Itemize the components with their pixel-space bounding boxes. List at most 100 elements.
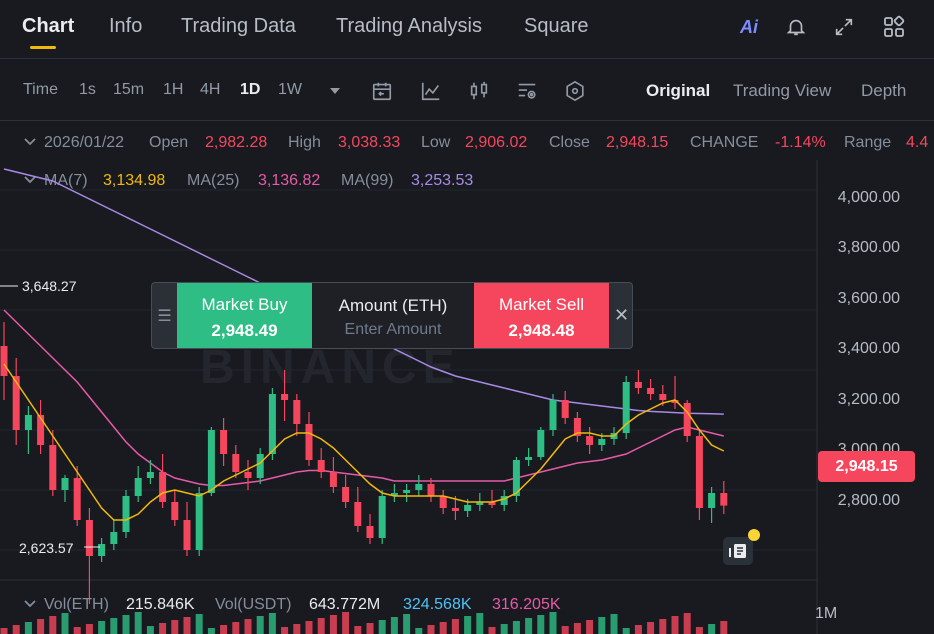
volume-bar: [0, 628, 8, 634]
candle-body: [122, 496, 130, 532]
volume-bar: [171, 620, 179, 634]
range-label: Range: [844, 134, 892, 151]
tab-trading-data[interactable]: Trading Data: [181, 15, 296, 37]
price-axis-label: 3,800.00: [837, 239, 900, 256]
candle-body: [695, 436, 703, 508]
interval-1h[interactable]: 1H: [163, 81, 184, 98]
volume-bar: [49, 616, 57, 634]
candle-body: [49, 445, 57, 490]
candle-body: [659, 394, 667, 400]
vol-usdt-label: Vol(USDT): [215, 596, 292, 613]
ai-icon[interactable]: Ai: [740, 16, 758, 37]
volume-bar: [573, 623, 581, 634]
candle-type-icon[interactable]: [466, 78, 492, 104]
hexagon-icon[interactable]: [562, 78, 588, 104]
volume-bar: [537, 615, 545, 634]
volume-bar: [561, 626, 569, 634]
market-sell-button[interactable]: Market Sell 2,948.48: [474, 283, 609, 348]
tab-square[interactable]: Square: [524, 15, 589, 37]
fullscreen-icon[interactable]: [831, 14, 857, 40]
bell-icon[interactable]: [783, 14, 809, 40]
volume-bar: [329, 615, 337, 634]
candlestick-chart[interactable]: [0, 160, 934, 634]
volume-bar: [268, 613, 276, 634]
candle-body: [537, 430, 545, 457]
chevron-down-icon[interactable]: [23, 597, 37, 616]
price-axis-label: 3,200.00: [837, 391, 900, 408]
view-depth[interactable]: Depth: [861, 81, 907, 100]
caret-down-icon[interactable]: [322, 78, 348, 104]
nav-divider: [0, 58, 934, 59]
tab-chart[interactable]: Chart: [22, 15, 75, 37]
close-icon[interactable]: ✕: [613, 305, 630, 325]
low-marker-label: 2,623.57: [19, 540, 74, 556]
indicator-icon[interactable]: [418, 78, 444, 104]
candle-body: [390, 493, 398, 496]
candle-body: [207, 430, 215, 493]
volume-bar: [317, 618, 325, 634]
amount-input[interactable]: [323, 321, 463, 339]
vol-ma1-value: 324.568K: [403, 596, 472, 613]
volume-bar: [354, 626, 362, 634]
candle-body: [512, 460, 520, 496]
candle-body: [415, 484, 423, 490]
volume-bar: [403, 614, 411, 634]
high-value: 3,038.33: [338, 134, 401, 151]
candle-body: [317, 460, 325, 472]
open-value: 2,982.28: [205, 134, 268, 151]
amount-field: Amount (ETH): [312, 283, 474, 348]
market-buy-button[interactable]: Market Buy 2,948.49: [177, 283, 312, 348]
candle-body: [634, 382, 642, 388]
volume-bar: [256, 616, 264, 634]
settings-list-icon[interactable]: [514, 78, 540, 104]
volume-bar: [195, 614, 203, 634]
volume-bar: [708, 624, 716, 634]
candle-body: [0, 346, 8, 376]
interval-15m[interactable]: 15m: [113, 81, 145, 98]
interval-4h[interactable]: 4H: [200, 81, 221, 98]
volume-bar: [37, 619, 45, 634]
volume-bar: [122, 615, 130, 634]
candle-body: [220, 430, 228, 454]
view-trading-view[interactable]: Trading View: [733, 81, 832, 100]
volume-bar: [61, 613, 69, 634]
change-value: -1.14%: [775, 134, 826, 151]
volume-bar: [293, 624, 301, 634]
volume-bar: [390, 617, 398, 634]
volume-bar: [366, 623, 374, 634]
interval-1s[interactable]: 1s: [79, 81, 96, 98]
ma99-label: MA(99): [341, 172, 394, 189]
candle-body: [500, 496, 508, 505]
active-tab-indicator: [30, 46, 56, 49]
vol-eth-label: Vol(ETH): [44, 596, 109, 613]
ma7-line: [3, 363, 725, 521]
candle-body: [451, 508, 459, 511]
widgets-icon[interactable]: [881, 14, 907, 40]
candle-body: [134, 478, 142, 496]
candle-body: [24, 415, 32, 430]
tab-info[interactable]: Info: [109, 15, 143, 37]
volume-bar: [464, 616, 472, 634]
notes-button[interactable]: [723, 537, 753, 565]
candle-body: [525, 457, 533, 460]
volume-bar: [244, 619, 252, 634]
interval-1d[interactable]: 1D: [240, 81, 261, 98]
candle-body: [683, 403, 691, 436]
candle-body: [708, 493, 716, 508]
volume-bar: [659, 619, 667, 634]
volume-bar: [634, 625, 642, 634]
calendar-icon[interactable]: [369, 78, 395, 104]
volume-bar: [720, 621, 728, 634]
candle-body: [647, 388, 655, 394]
ma7-label: MA(7): [44, 172, 88, 189]
chevron-down-icon[interactable]: [23, 135, 37, 154]
volume-bar: [134, 612, 142, 634]
notification-dot: [748, 529, 760, 541]
drag-handle-icon[interactable]: ☰: [157, 307, 172, 325]
chevron-down-icon[interactable]: [23, 173, 37, 192]
change-label: CHANGE: [690, 134, 759, 151]
interval-1w[interactable]: 1W: [278, 81, 302, 98]
volume-bar: [476, 613, 484, 634]
tab-trading-analysis[interactable]: Trading Analysis: [336, 15, 482, 37]
view-original[interactable]: Original: [646, 81, 711, 100]
